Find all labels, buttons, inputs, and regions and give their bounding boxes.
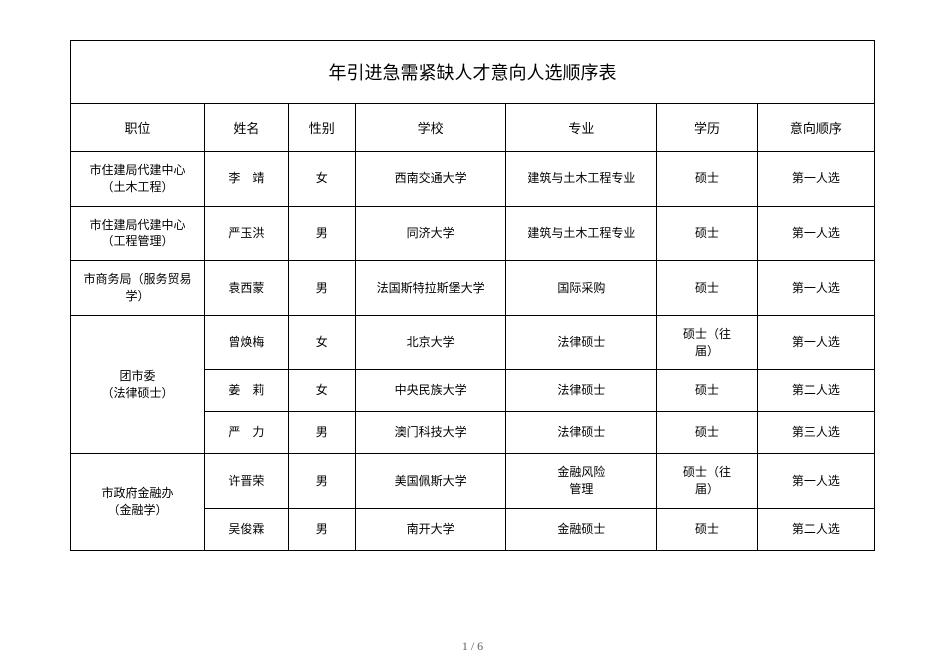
cell-position: 市住建局代建中心（工程管理） xyxy=(71,206,205,261)
cell-name: 李 靖 xyxy=(204,152,288,207)
cell-school: 西南交通大学 xyxy=(355,152,506,207)
header-order: 意向顺序 xyxy=(757,104,874,152)
cell-school: 同济大学 xyxy=(355,206,506,261)
cell-position: 团市委（法律硕士） xyxy=(71,315,205,454)
candidate-table: 年引进急需紧缺人才意向人选顺序表 职位 姓名 性别 学校 专业 学历 意向顺序 … xyxy=(70,40,875,551)
cell-name: 姜 莉 xyxy=(204,370,288,412)
cell-gender: 男 xyxy=(288,454,355,509)
cell-gender: 女 xyxy=(288,370,355,412)
cell-gender: 男 xyxy=(288,206,355,261)
cell-major: 建筑与土木工程专业 xyxy=(506,206,657,261)
cell-school: 北京大学 xyxy=(355,315,506,370)
cell-degree: 硕士 xyxy=(657,508,757,550)
table-row: 市住建局代建中心（工程管理）严玉洪男同济大学建筑与土木工程专业硕士第一人选 xyxy=(71,206,875,261)
cell-major: 法律硕士 xyxy=(506,370,657,412)
cell-gender: 男 xyxy=(288,508,355,550)
cell-name: 严 力 xyxy=(204,412,288,454)
cell-school: 法国斯特拉斯堡大学 xyxy=(355,261,506,316)
cell-school: 美国佩斯大学 xyxy=(355,454,506,509)
cell-name: 吴俊霖 xyxy=(204,508,288,550)
cell-degree: 硕士（往届） xyxy=(657,315,757,370)
cell-major: 金融硕士 xyxy=(506,508,657,550)
cell-position: 市政府金融办（金融学） xyxy=(71,454,205,551)
cell-name: 曾焕梅 xyxy=(204,315,288,370)
cell-order: 第一人选 xyxy=(757,152,874,207)
table-row: 市住建局代建中心（土木工程）李 靖女西南交通大学建筑与土木工程专业硕士第一人选 xyxy=(71,152,875,207)
cell-position: 市商务局（服务贸易学） xyxy=(71,261,205,316)
table-row: 团市委（法律硕士）曾焕梅女北京大学法律硕士硕士（往届）第一人选 xyxy=(71,315,875,370)
header-gender: 性别 xyxy=(288,104,355,152)
cell-degree: 硕士（往届） xyxy=(657,454,757,509)
header-name: 姓名 xyxy=(204,104,288,152)
table-row: 市商务局（服务贸易学）袁西蒙男法国斯特拉斯堡大学国际采购硕士第一人选 xyxy=(71,261,875,316)
header-major: 专业 xyxy=(506,104,657,152)
cell-major: 金融风险管理 xyxy=(506,454,657,509)
table-title: 年引进急需紧缺人才意向人选顺序表 xyxy=(71,41,875,104)
cell-name: 袁西蒙 xyxy=(204,261,288,316)
cell-school: 南开大学 xyxy=(355,508,506,550)
cell-degree: 硕士 xyxy=(657,412,757,454)
cell-major: 国际采购 xyxy=(506,261,657,316)
cell-major: 法律硕士 xyxy=(506,315,657,370)
cell-gender: 女 xyxy=(288,152,355,207)
cell-name: 许晋荣 xyxy=(204,454,288,509)
cell-school: 中央民族大学 xyxy=(355,370,506,412)
table-header-row: 职位 姓名 性别 学校 专业 学历 意向顺序 xyxy=(71,104,875,152)
cell-order: 第一人选 xyxy=(757,454,874,509)
cell-degree: 硕士 xyxy=(657,261,757,316)
table-row: 市政府金融办（金融学）许晋荣男美国佩斯大学金融风险管理硕士（往届）第一人选 xyxy=(71,454,875,509)
header-degree: 学历 xyxy=(657,104,757,152)
page-total: 6 xyxy=(477,639,483,653)
cell-degree: 硕士 xyxy=(657,370,757,412)
cell-gender: 女 xyxy=(288,315,355,370)
cell-order: 第一人选 xyxy=(757,261,874,316)
table-title-row: 年引进急需紧缺人才意向人选顺序表 xyxy=(71,41,875,104)
table-body: 市住建局代建中心（土木工程）李 靖女西南交通大学建筑与土木工程专业硕士第一人选市… xyxy=(71,152,875,551)
cell-major: 建筑与土木工程专业 xyxy=(506,152,657,207)
header-position: 职位 xyxy=(71,104,205,152)
cell-order: 第二人选 xyxy=(757,508,874,550)
header-school: 学校 xyxy=(355,104,506,152)
cell-position: 市住建局代建中心（土木工程） xyxy=(71,152,205,207)
cell-school: 澳门科技大学 xyxy=(355,412,506,454)
cell-name: 严玉洪 xyxy=(204,206,288,261)
page-separator: / xyxy=(468,639,477,653)
cell-order: 第二人选 xyxy=(757,370,874,412)
page-number: 1 / 6 xyxy=(0,639,945,654)
cell-major: 法律硕士 xyxy=(506,412,657,454)
cell-order: 第一人选 xyxy=(757,315,874,370)
cell-degree: 硕士 xyxy=(657,152,757,207)
cell-order: 第三人选 xyxy=(757,412,874,454)
cell-gender: 男 xyxy=(288,261,355,316)
document-table-container: 年引进急需紧缺人才意向人选顺序表 职位 姓名 性别 学校 专业 学历 意向顺序 … xyxy=(70,40,875,551)
cell-gender: 男 xyxy=(288,412,355,454)
cell-degree: 硕士 xyxy=(657,206,757,261)
cell-order: 第一人选 xyxy=(757,206,874,261)
